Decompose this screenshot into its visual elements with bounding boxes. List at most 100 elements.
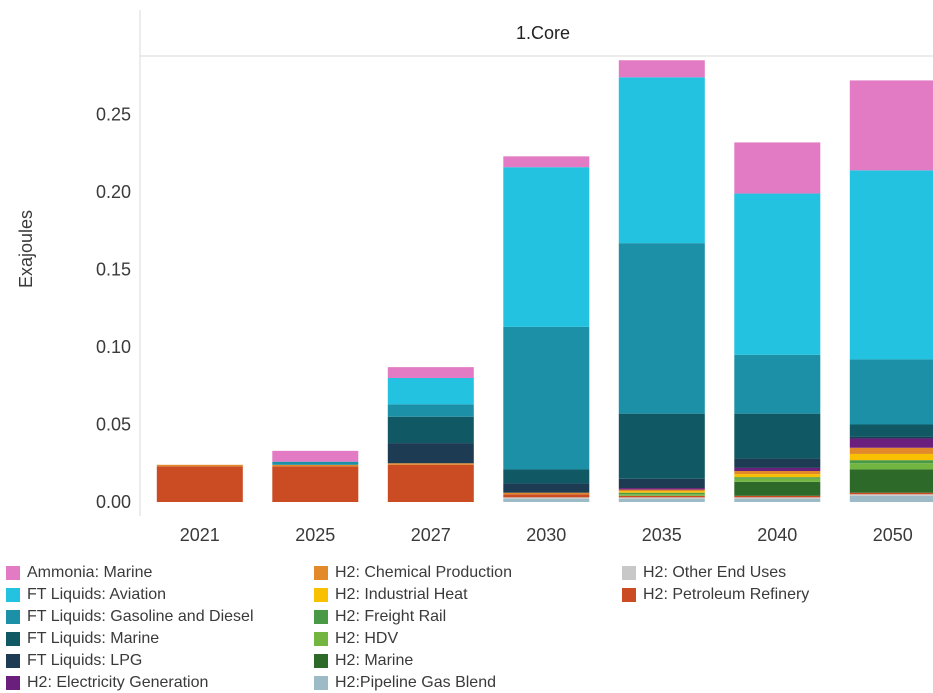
bar-segment [734, 458, 821, 468]
bar-segment [387, 404, 474, 417]
legend-label: FT Liquids: Marine [27, 629, 160, 647]
x-tick-label: 2027 [411, 525, 451, 545]
bar-segment [734, 467, 821, 471]
legend-swatch [314, 587, 328, 602]
legend-swatch [314, 631, 328, 646]
bar-segment [734, 495, 821, 498]
legend-label: H2:Pipeline Gas Blend [335, 673, 496, 691]
legend-swatch [6, 565, 20, 580]
legend-item: FT Liquids: Marine [6, 628, 159, 649]
y-tick-label: 0.15 [96, 260, 131, 280]
bar-segment [618, 77, 705, 244]
bar-segment [618, 498, 705, 502]
legend-item: H2: Petroleum Refinery [622, 584, 809, 605]
bar-segment [272, 464, 359, 467]
legend-item: H2: Marine [314, 650, 413, 671]
legend-item: FT Liquids: LPG [6, 650, 142, 671]
bar-segment [849, 453, 933, 461]
bar-segment [618, 60, 705, 78]
legend-swatch [6, 675, 20, 690]
bar-segment [734, 193, 821, 355]
legend-item: H2: Industrial Heat [314, 584, 468, 605]
bar-segment [156, 466, 243, 502]
bar-segment [849, 438, 933, 448]
bar-segment [272, 450, 359, 462]
legend-label: FT Liquids: LPG [27, 651, 143, 669]
bar-segment [734, 474, 821, 478]
bar-segment [387, 443, 474, 464]
bar-segment [849, 359, 933, 425]
y-tick-label: 0.00 [96, 492, 131, 512]
bar-segment [849, 436, 933, 439]
bar-segment [849, 469, 933, 493]
legend-swatch [314, 609, 328, 624]
legend-swatch [6, 631, 20, 646]
legend: Ammonia: Marine FT Liquids: Aviation FT Li… [6, 562, 931, 693]
legend-label: H2: Industrial Heat [335, 585, 468, 603]
bar-segment [734, 481, 821, 496]
y-tick-label: 0.20 [96, 182, 131, 202]
bar-segment [734, 142, 821, 194]
bar-segment [618, 492, 705, 495]
bar-segment [734, 498, 821, 502]
bar-segment [849, 447, 933, 454]
legend-swatch [622, 587, 636, 602]
bar-segment [849, 80, 933, 171]
bar-segment [503, 497, 590, 499]
legend-item: H2: HDV [314, 628, 398, 649]
legend-swatch [314, 565, 328, 580]
bar-segment [734, 478, 821, 482]
x-tick-label: 2030 [526, 525, 566, 545]
legend-item: H2: Electricity Generation [6, 672, 208, 693]
legend-item: H2: Other End Uses [622, 562, 786, 583]
legend-swatch [6, 587, 20, 602]
bar-segment [734, 497, 821, 499]
panel-title: 1.Core [516, 23, 570, 43]
bar-segment [503, 492, 590, 495]
legend-swatch [6, 653, 20, 668]
bar-segment [387, 378, 474, 405]
bar-segment [618, 243, 705, 414]
bar-segment [734, 413, 821, 459]
legend-label: H2: HDV [335, 629, 399, 647]
legend-item: FT Liquids: Aviation [6, 584, 166, 605]
bar-segment [849, 495, 933, 502]
bar-segment [734, 354, 821, 414]
legend-item: FT Liquids: Gasoline and Diesel [6, 606, 254, 627]
bar-segment [849, 170, 933, 360]
legend-label: FT Liquids: Gasoline and Diesel [27, 607, 254, 625]
y-axis-label: Exajoules [16, 210, 36, 288]
bar-segment [503, 167, 590, 327]
bar-segment [503, 326, 590, 470]
bar-segment [618, 497, 705, 499]
legend-label: H2: Marine [335, 651, 414, 669]
bar-segment [503, 494, 590, 498]
bar-segment [849, 494, 933, 496]
bar-segment [849, 492, 933, 495]
bar-segment [503, 483, 590, 493]
bar-segment [618, 494, 705, 496]
legend-item: H2: Chemical Production [314, 562, 512, 583]
x-tick-label: 2025 [295, 525, 335, 545]
bar-segment [618, 489, 705, 492]
bar-segment [618, 491, 705, 493]
bars [156, 60, 933, 502]
legend-swatch [6, 609, 20, 624]
bar-segment [387, 367, 474, 378]
bar-segment [272, 466, 359, 502]
legend-item: Ammonia: Marine [6, 562, 152, 583]
legend-item: H2:Pipeline Gas Blend [314, 672, 496, 693]
bar-segment [618, 488, 705, 490]
bar-segment [387, 416, 474, 444]
chart: 1.Core Exajoules 0.00 0.05 0.10 0.15 0.20 0.2… [16, 10, 933, 545]
x-tick-label: 2035 [642, 525, 682, 545]
x-tick-label: 2040 [757, 525, 797, 545]
y-tick-label: 0.25 [96, 105, 131, 125]
legend-swatch [314, 653, 328, 668]
bar-segment [503, 156, 590, 168]
legend-label: H2: Other End Uses [643, 563, 787, 581]
bar-segment [734, 471, 821, 475]
legend-swatch [314, 675, 328, 690]
bar-segment [849, 424, 933, 437]
legend-label: H2: Freight Rail [335, 607, 447, 625]
